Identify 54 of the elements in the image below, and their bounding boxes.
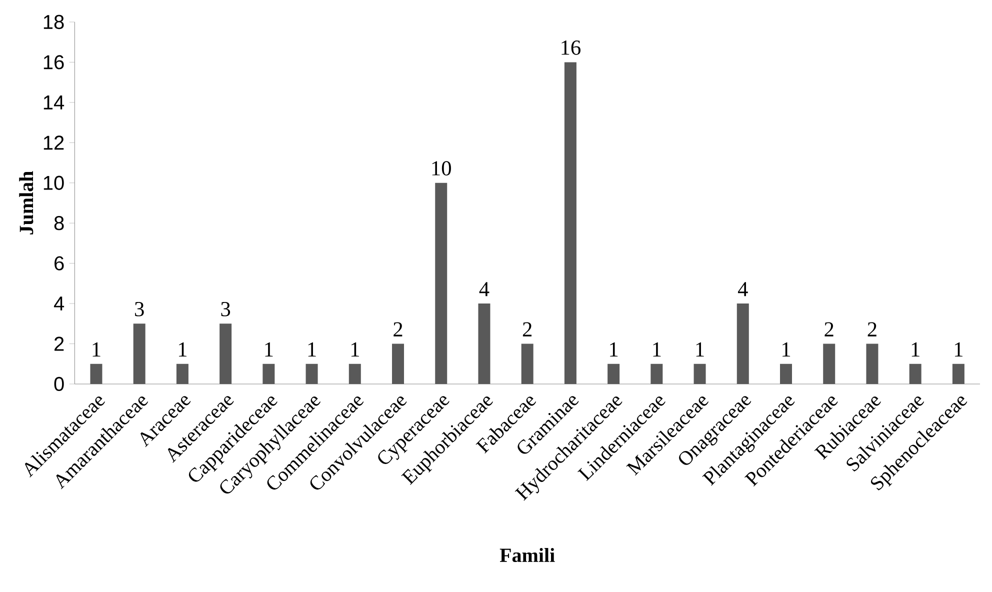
data-label: 2 [824, 322, 834, 336]
bar [521, 344, 534, 384]
y-tick-label: 18 [44, 14, 64, 30]
y-tick-label: 16 [44, 55, 64, 70]
y-tick-label: 8 [54, 216, 64, 230]
data-label: 1 [610, 342, 618, 356]
bar [306, 364, 318, 384]
bar [952, 364, 964, 384]
bar [909, 364, 922, 384]
bar [392, 344, 404, 384]
bar [90, 364, 102, 384]
data-label: 2 [522, 322, 532, 336]
data-label: 1 [351, 342, 359, 356]
data-label: 1 [782, 342, 790, 356]
y-tick-label: 10 [44, 176, 64, 190]
bar [478, 304, 490, 384]
bar [780, 364, 792, 384]
bar [823, 344, 836, 384]
y-axis-title: Jumlah [19, 171, 34, 234]
data-label: 10 [432, 161, 451, 176]
data-label: 1 [179, 342, 187, 356]
data-label: 2 [394, 322, 402, 336]
y-tick-label: 12 [44, 136, 64, 150]
data-label: 16 [562, 40, 580, 55]
data-label: 3 [221, 302, 230, 316]
data-label: 1 [696, 342, 704, 356]
bar [736, 304, 749, 384]
bar [608, 364, 620, 384]
data-label: 1 [653, 342, 661, 356]
bar [348, 364, 361, 384]
bar [220, 324, 232, 384]
data-label: 1 [912, 342, 920, 356]
bar [650, 364, 663, 384]
data-label: 1 [954, 342, 962, 356]
bar [176, 364, 188, 384]
x-axis-title: Famili [500, 548, 555, 562]
bar [866, 344, 878, 384]
data-label: 4 [479, 282, 490, 296]
bar [435, 182, 448, 384]
bar [262, 364, 275, 384]
data-label: 1 [92, 342, 100, 356]
y-tick-label: 2 [54, 336, 64, 351]
bar [694, 364, 706, 384]
bar [564, 62, 576, 384]
data-label: 4 [738, 282, 748, 296]
data-label: 3 [135, 302, 144, 316]
bar [133, 324, 146, 384]
y-tick-label: 4 [54, 296, 64, 310]
data-label: 1 [265, 342, 273, 356]
y-tick-label: 0 [54, 376, 64, 392]
data-label: 2 [868, 322, 876, 336]
y-tick-label: 14 [44, 96, 64, 110]
y-tick-label: 6 [54, 256, 64, 270]
data-label: 1 [308, 342, 316, 356]
